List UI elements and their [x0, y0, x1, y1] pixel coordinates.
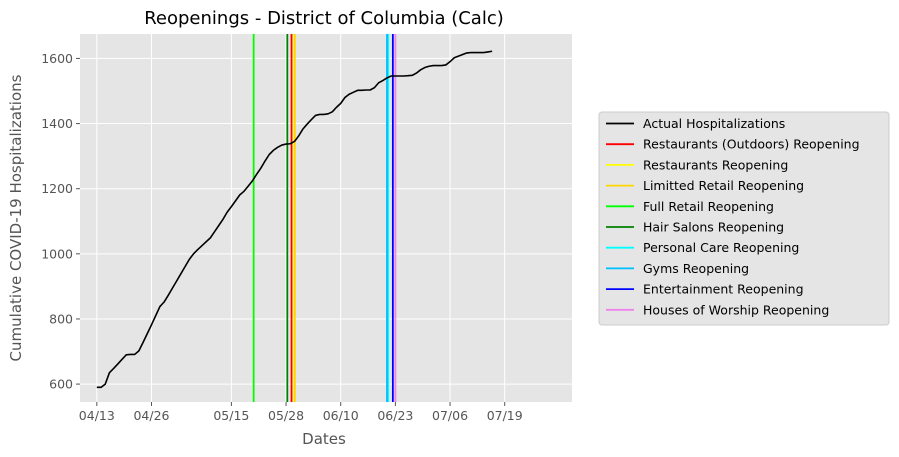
y-tick-label: 1000 [41, 246, 73, 261]
legend-label: Gyms Reopening [643, 261, 749, 276]
x-axis-label: Dates [302, 430, 346, 448]
legend-label: Restaurants Reopening [643, 157, 788, 172]
x-tick-label: 07/06 [432, 408, 468, 423]
legend-box [598, 111, 890, 326]
y-tick-label: 1200 [41, 181, 73, 196]
legend: Actual Hospitalizations Restaurants (Outd… [598, 111, 890, 326]
legend-label: Personal Care Reopening [643, 240, 799, 255]
y-tick-label: 600 [49, 377, 73, 392]
legend-label: Actual Hospitalizations [643, 116, 785, 131]
y-axis-label: Cumulative COVID-19 Hospitalizations [7, 74, 25, 361]
legend-label: Entertainment Reopening [643, 282, 804, 297]
legend-label: Restaurants (Outdoors) Reopening [643, 137, 860, 152]
x-tick-label: 05/15 [213, 408, 249, 423]
plot-area [80, 34, 572, 402]
x-tick-label: 06/10 [323, 408, 359, 423]
x-axis-ticks: 04/13 04/26 05/15 05/28 06/10 06/23 07/06 07/19 [79, 402, 523, 423]
legend-label: Limitted Retail Reopening [643, 178, 804, 193]
series-line-actual-hospitalizations [96, 50, 493, 389]
y-axis-ticks: 600 800 1000 1200 1400 1600 [41, 51, 80, 392]
legend-label: Houses of Worship Reopening [643, 302, 829, 317]
x-tick-label: 04/26 [133, 408, 169, 423]
x-tick-label: 07/19 [487, 408, 523, 423]
legend-label: Full Retail Reopening [643, 199, 774, 214]
y-tick-label: 800 [49, 311, 73, 326]
legend-label: Hair Salons Reopening [643, 220, 784, 235]
x-tick-label: 06/23 [377, 408, 413, 423]
reopening-lines [252, 34, 397, 402]
y-tick-label: 1400 [41, 116, 73, 131]
x-tick-label: 04/13 [79, 408, 115, 423]
legend-items: Actual Hospitalizations Restaurants (Outd… [606, 116, 860, 317]
x-tick-label: 05/28 [268, 408, 304, 423]
y-tick-label: 1600 [41, 51, 73, 66]
chart-title: Reopenings - District of Columbia (Calc) [144, 8, 504, 29]
